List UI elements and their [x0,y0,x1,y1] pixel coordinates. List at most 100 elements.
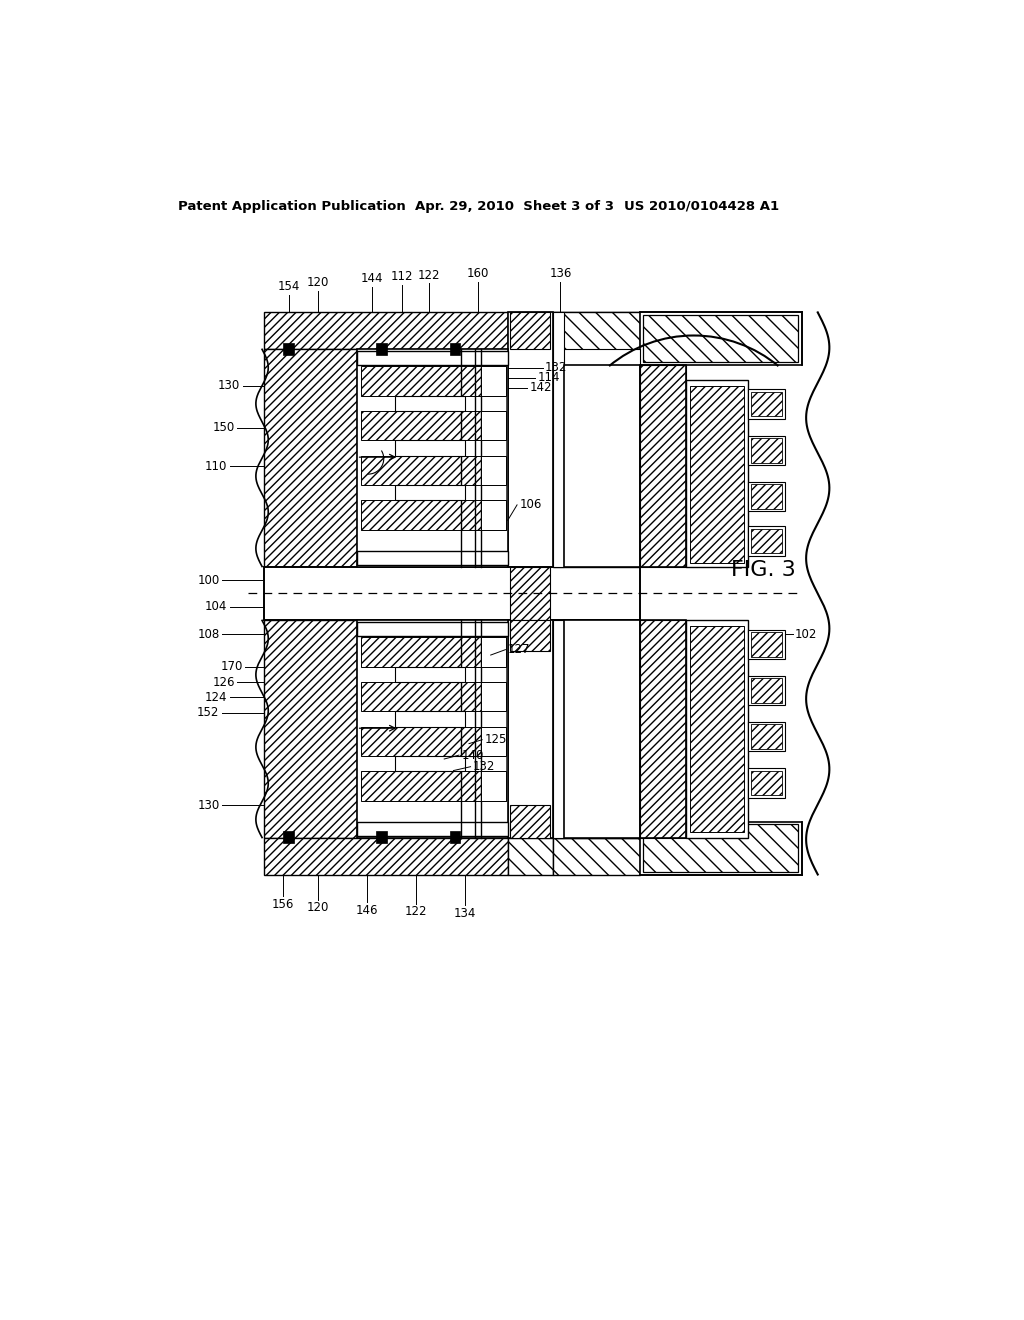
Bar [360,682,506,711]
Text: FIG. 3: FIG. 3 [731,561,796,581]
Bar [480,411,506,441]
Bar [751,632,782,656]
Bar [395,756,465,771]
Bar [450,343,461,355]
Bar [360,771,506,800]
Bar [686,620,748,838]
Text: 136: 136 [549,267,571,280]
Bar [356,620,508,838]
Bar [751,484,782,508]
Bar [508,620,553,838]
Bar [480,726,506,756]
Bar [395,484,465,500]
Bar [686,380,748,566]
Bar [751,678,782,702]
Bar [748,676,785,705]
Bar [640,620,686,838]
Bar [751,725,782,748]
Bar [510,805,550,838]
Bar [450,832,461,843]
Bar [640,364,686,566]
Bar [480,771,506,800]
Text: 154: 154 [278,280,300,293]
Bar [360,726,506,756]
Text: 156: 156 [271,898,294,911]
Bar [640,364,686,566]
Bar [376,832,387,843]
Text: 108: 108 [198,628,219,640]
Bar [748,527,785,556]
Text: 120: 120 [306,276,329,289]
Bar [480,484,506,500]
Text: 170: 170 [220,660,243,673]
Bar [751,771,782,795]
Bar [356,552,508,565]
Text: 142: 142 [529,381,552,395]
Bar [643,825,799,873]
Text: 144: 144 [360,272,383,285]
Bar [553,620,640,838]
Text: 146: 146 [355,904,378,917]
Bar [360,500,506,529]
Bar [283,832,294,843]
Text: 130: 130 [218,379,241,392]
Bar [563,364,640,566]
Bar [395,441,465,455]
Bar [360,367,506,396]
Bar [553,350,640,364]
Bar [480,441,506,455]
Bar [356,351,508,364]
Bar [356,622,508,636]
Text: 122: 122 [418,268,440,281]
Text: 140: 140 [461,748,483,762]
Bar [395,396,465,411]
Bar [360,638,506,667]
Bar [480,667,506,682]
Text: 100: 100 [198,574,219,587]
Bar [690,626,744,832]
Bar [360,455,506,484]
Text: 125: 125 [484,733,507,746]
Bar [748,722,785,751]
Text: 120: 120 [306,902,329,915]
Bar [480,638,506,667]
Bar [263,566,640,620]
Bar [643,314,799,363]
Text: 150: 150 [213,421,234,434]
Text: US 2010/0104428 A1: US 2010/0104428 A1 [624,199,779,213]
Bar [283,343,294,355]
Bar [356,822,508,836]
Bar [640,822,802,875]
Text: 134: 134 [454,907,476,920]
Text: 102: 102 [795,628,817,640]
Bar [480,396,506,411]
Bar [480,682,506,711]
Text: 126: 126 [212,676,234,689]
Bar [563,620,640,838]
Text: Apr. 29, 2010  Sheet 3 of 3: Apr. 29, 2010 Sheet 3 of 3 [415,199,613,213]
Bar [748,436,785,465]
Text: 114: 114 [538,371,560,384]
Text: Patent Application Publication: Patent Application Publication [178,199,407,213]
Bar [690,385,744,562]
Bar [751,438,782,462]
Bar [748,630,785,659]
Bar [510,313,550,350]
Bar [508,313,553,620]
Bar [508,313,553,350]
Bar [553,620,563,838]
Bar [263,838,508,875]
Bar [751,392,782,416]
Text: 110: 110 [205,459,227,473]
Text: 122: 122 [406,906,428,919]
Bar [553,313,640,350]
Text: 152: 152 [197,706,219,719]
Bar [263,350,356,566]
Bar [748,768,785,797]
Bar [553,313,563,566]
Bar [640,620,686,838]
Bar [395,667,465,682]
Bar [748,482,785,511]
Bar [553,313,640,566]
Text: 127: 127 [508,643,530,656]
